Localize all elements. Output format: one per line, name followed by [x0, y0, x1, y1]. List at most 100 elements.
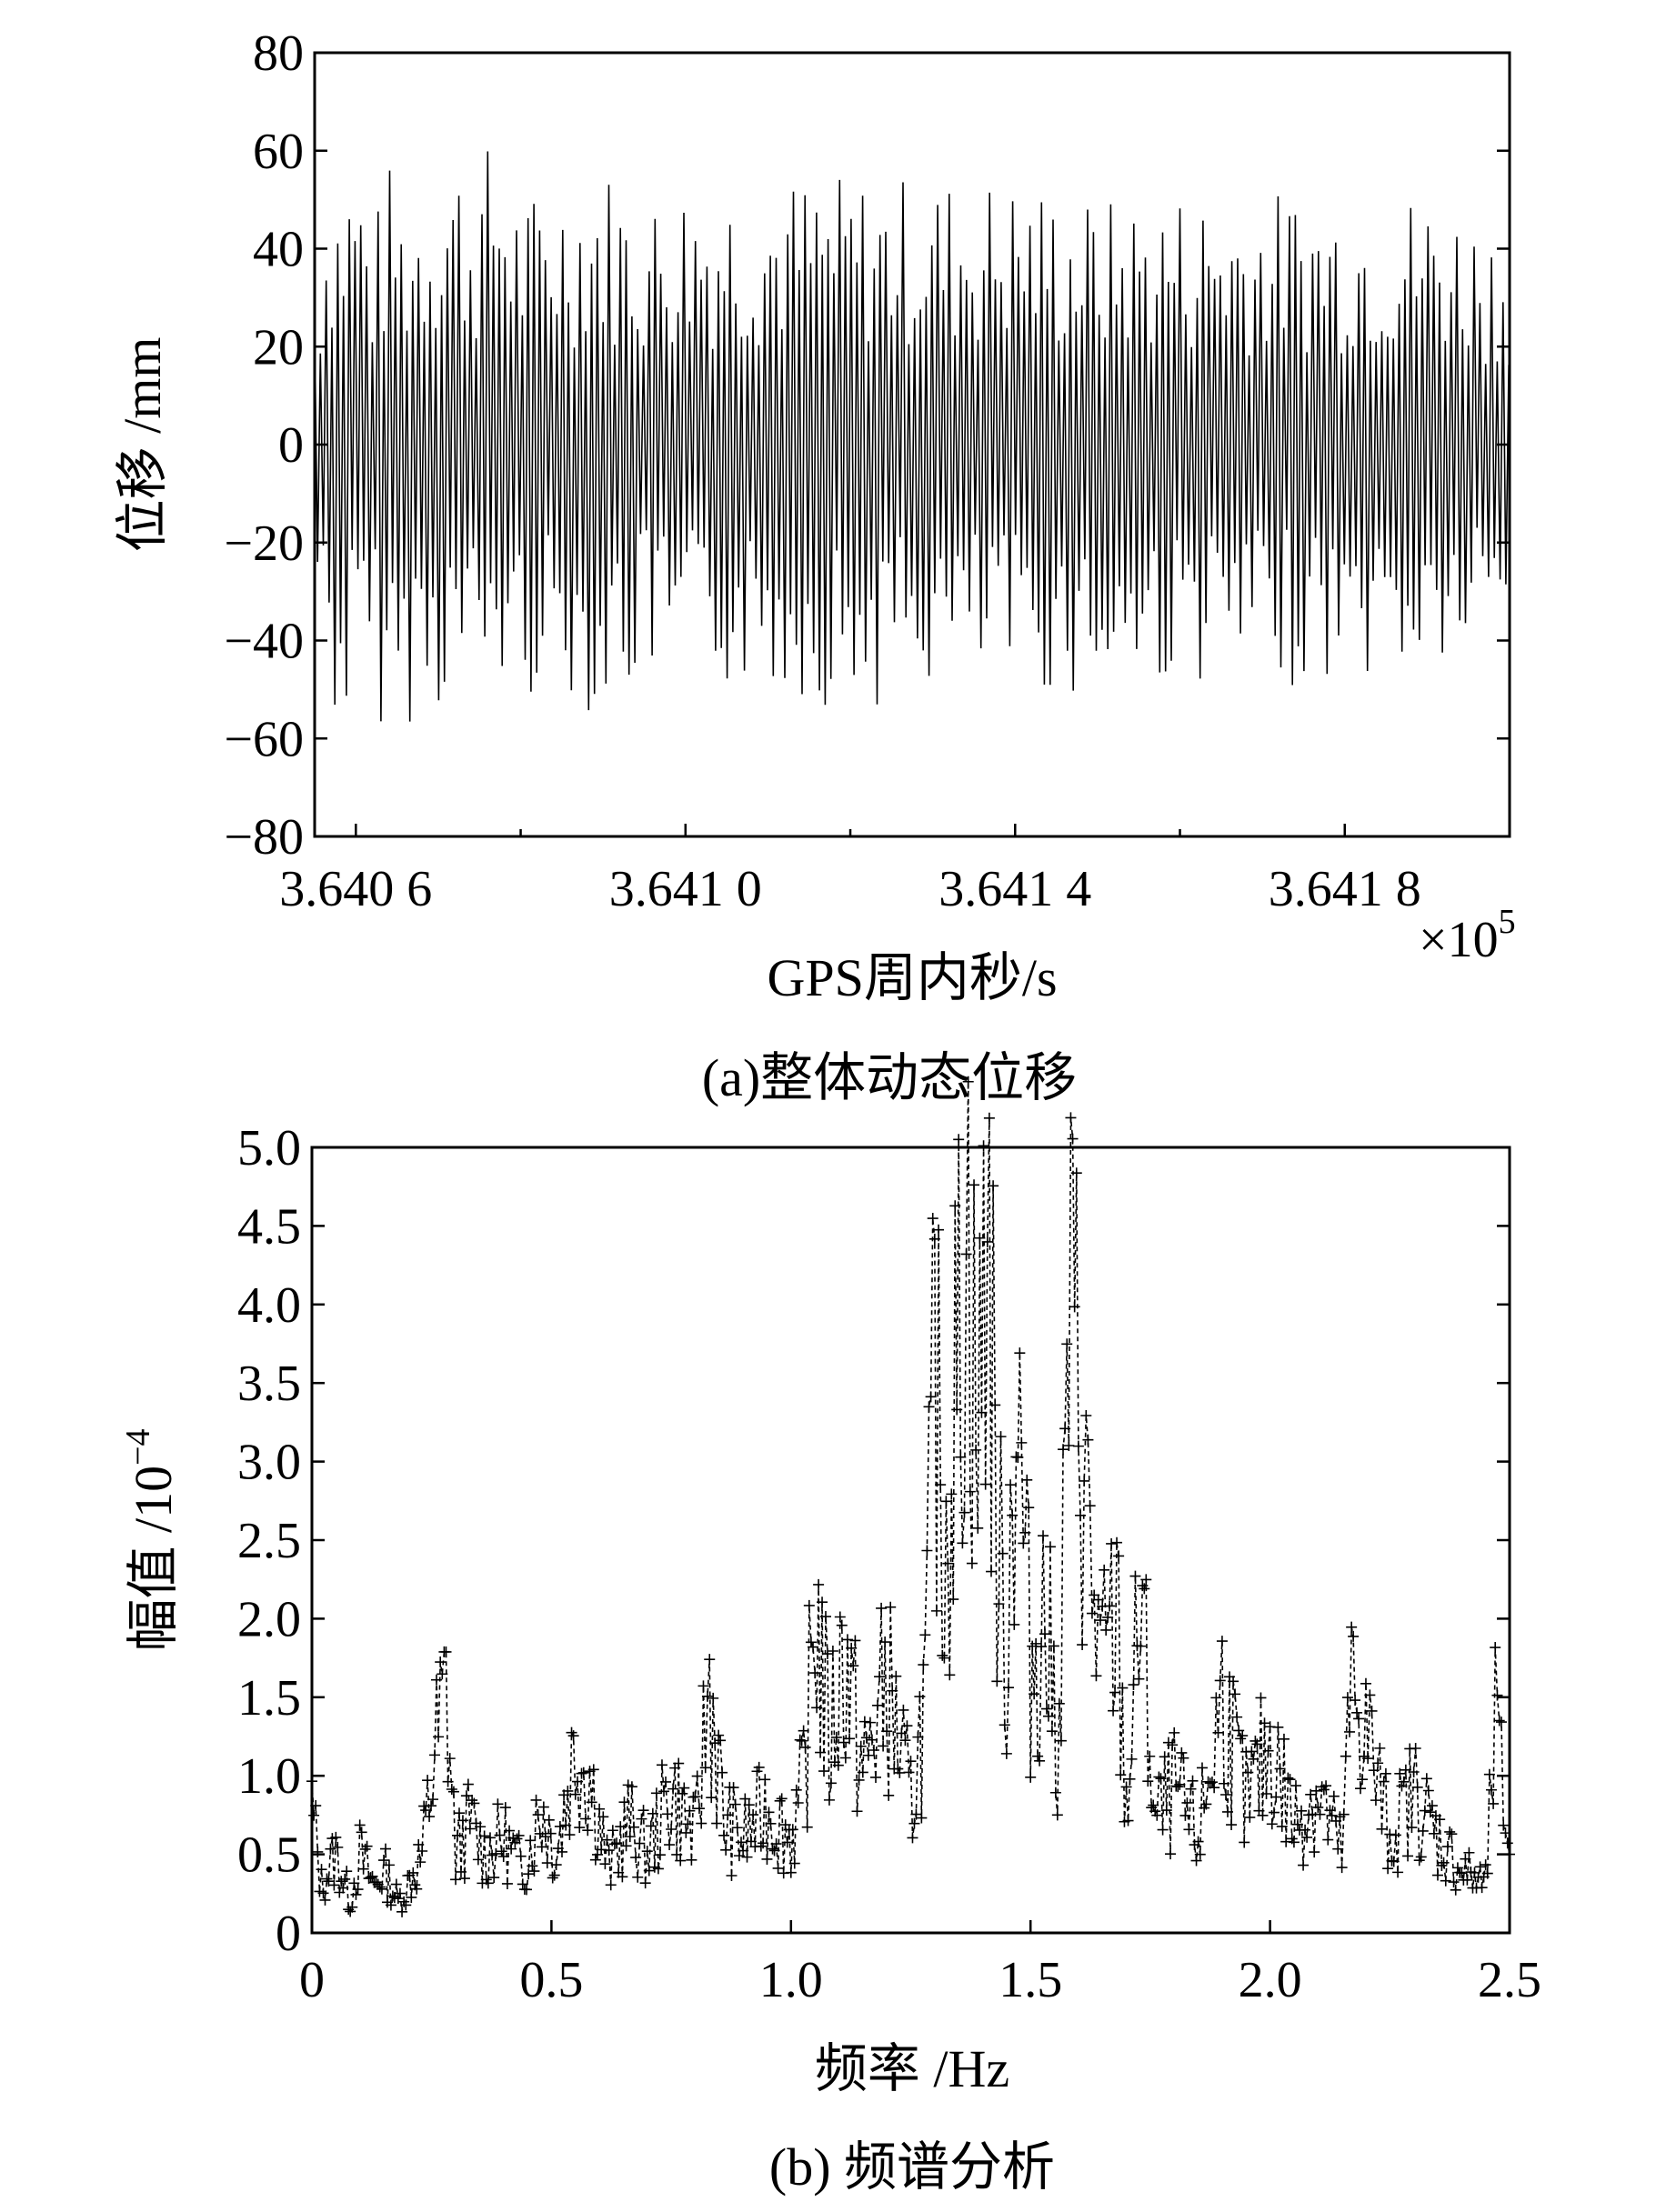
x-tick-label-b: 1.5: [999, 1952, 1062, 2008]
spectrum-point: [857, 1767, 868, 1778]
spectrum-point: [1216, 1636, 1228, 1647]
spectrum-point: [706, 1792, 718, 1804]
spectrum-point: [440, 1646, 452, 1657]
spectrum-point: [1483, 1768, 1495, 1780]
spectrum-point: [406, 1891, 417, 1903]
spectrum-point: [722, 1809, 734, 1821]
spectrum-point: [755, 1840, 767, 1852]
spectrum-point: [821, 1648, 833, 1660]
spectrum-point: [645, 1820, 657, 1832]
spectrum-point: [1172, 1781, 1184, 1793]
spectrum-point: [1448, 1877, 1460, 1888]
spectrum-point: [1063, 1439, 1075, 1451]
spectrum-point: [1305, 1788, 1317, 1800]
spectrum-point: [1410, 1743, 1421, 1754]
spectrum-point: [738, 1845, 749, 1857]
spectrum-point: [964, 1486, 976, 1497]
spectrum-point: [938, 1652, 950, 1664]
spectrum-point: [916, 1812, 928, 1824]
spectrum-point: [1113, 1550, 1125, 1562]
spectrum-point: [392, 1893, 404, 1905]
spectrum-point: [1111, 1536, 1123, 1548]
spectrum-point: [442, 1776, 454, 1787]
spectrum-point: [962, 1076, 974, 1087]
x-tick-label: 3.641 8: [1269, 861, 1421, 917]
y-tick-label: 40: [253, 222, 304, 278]
spectrum-point: [352, 1884, 364, 1896]
spectrum-point: [809, 1667, 821, 1679]
spectrum-point: [720, 1844, 732, 1856]
spectrum-point: [709, 1737, 721, 1749]
spectrum-point: [1115, 1769, 1127, 1781]
spectrum-point: [827, 1646, 838, 1656]
spectrum-point: [482, 1877, 494, 1889]
spectrum-point: [935, 1479, 947, 1491]
spectrum-point: [715, 1735, 727, 1747]
spectrum-point: [541, 1857, 553, 1869]
spectrum-point: [768, 1845, 780, 1857]
spectrum-point: [1288, 1837, 1300, 1848]
spectrum-point: [400, 1899, 412, 1911]
spectrum-point: [927, 1213, 938, 1225]
spectrum-point: [1100, 1624, 1112, 1636]
spectrum-point: [1463, 1847, 1475, 1858]
spectrum-point: [1341, 1692, 1353, 1704]
spectrum-point: [776, 1793, 788, 1805]
spectrum-point: [1244, 1811, 1256, 1823]
spectrum-point: [978, 1140, 989, 1152]
spectrum-point: [792, 1797, 804, 1808]
spectrum-point: [940, 1496, 952, 1507]
spectrum-point: [1109, 1687, 1121, 1698]
spectrum-point: [718, 1829, 730, 1841]
y-tick-label-b: 3.5: [237, 1356, 301, 1412]
spectrum-point: [1251, 1738, 1263, 1750]
spectrum-point: [1129, 1570, 1141, 1582]
spectrum-point: [652, 1863, 664, 1875]
spectrum-point: [1005, 1479, 1017, 1491]
spectrum-line: [311, 1081, 1510, 1913]
spectrum-point: [1402, 1850, 1414, 1862]
chart-a-caption: (a)整体动态位移: [702, 1048, 1077, 1107]
spectrum-point: [1222, 1806, 1233, 1817]
spectrum-point: [1424, 1807, 1436, 1818]
spectrum-point: [447, 1786, 459, 1797]
spectrum-point: [1210, 1692, 1222, 1704]
spectrum-point: [1016, 1436, 1028, 1448]
chart-displacement: 80 60 40 20 0 −20 −40 −60 −803.640 6 3.641 0 3.641…: [113, 25, 1516, 1107]
spectrum-point: [1450, 1884, 1461, 1896]
spectrum-point: [1000, 1747, 1012, 1759]
spectrum-point: [1169, 1727, 1180, 1738]
spectrum-point: [317, 1887, 329, 1899]
spectrum-point: [1290, 1780, 1301, 1792]
spectrum-point: [550, 1859, 562, 1871]
spectrum-point: [530, 1794, 542, 1806]
chart-b-caption: (b) 频谱分析: [769, 2137, 1055, 2197]
spectrum-point: [1074, 1509, 1086, 1521]
y-tick-label-b: 4.0: [237, 1277, 301, 1334]
spectrum-point: [1209, 1782, 1220, 1794]
displacement-trace: [314, 151, 1510, 722]
spectrum-point: [361, 1840, 373, 1852]
spectrum-point: [1187, 1775, 1199, 1787]
spectrum-point: [907, 1832, 918, 1844]
spectrum-point: [1310, 1785, 1322, 1797]
chart-a-frame: [313, 51, 1511, 838]
spectrum-point: [1049, 1787, 1061, 1798]
spectrum-point: [1461, 1874, 1473, 1886]
spectrum-point: [605, 1879, 617, 1891]
y-tick-label: 0: [278, 417, 304, 474]
spectrum-point: [763, 1807, 775, 1818]
spectrum-point: [1320, 1780, 1332, 1792]
spectrum-point: [492, 1798, 504, 1810]
spectrum-point: [981, 1236, 993, 1247]
spectrum-point: [488, 1872, 500, 1884]
spectrum-point: [1298, 1859, 1310, 1871]
spectrum-point: [699, 1762, 711, 1774]
spectrum-point: [453, 1807, 465, 1819]
spectrum-point: [849, 1635, 861, 1646]
spectrum-point: [1357, 1774, 1369, 1786]
spectrum-point: [444, 1753, 456, 1765]
spectrum-point: [1039, 1628, 1050, 1640]
spectrum-point: [1099, 1564, 1110, 1576]
spectrum-point: [1431, 1869, 1443, 1881]
